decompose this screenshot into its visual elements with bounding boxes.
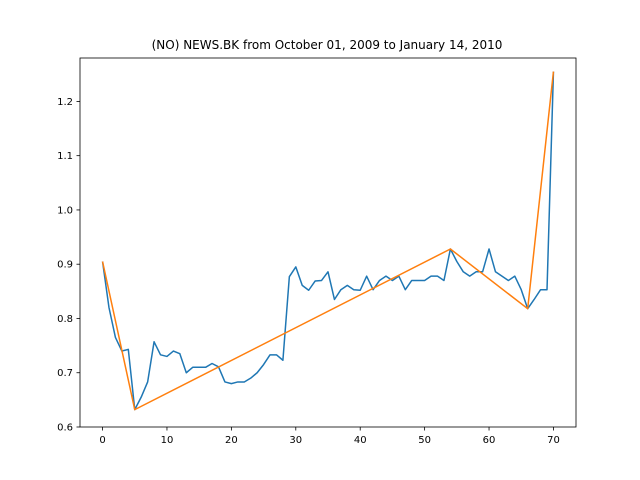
plot-area-frame: [79, 57, 577, 428]
x-tick-label: 40: [354, 435, 367, 446]
x-axis: 0 10 20 30 40 50 60 70: [99, 427, 560, 446]
x-tick-label: 20: [225, 435, 238, 446]
series-line-1: [101, 71, 555, 411]
y-axis: 0.6 0.7 0.8 0.9 1.0 1.1 1.2: [57, 97, 80, 434]
y-tick-label: 0.7: [57, 368, 73, 379]
x-tick-label: 10: [161, 435, 174, 446]
chart-title: (NO) NEWS.BK from October 01, 2009 to Ja…: [152, 38, 503, 52]
y-tick-label: 1.1: [57, 151, 73, 162]
x-tick-label: 0: [99, 435, 105, 446]
series-line-0: [101, 71, 555, 411]
y-tick-label: 0.9: [57, 260, 73, 271]
y-tick-label: 0.8: [57, 314, 73, 325]
x-tick-label: 60: [483, 435, 496, 446]
x-tick-label: 70: [547, 435, 560, 446]
series-layer: [101, 71, 555, 411]
y-tick-label: 1.0: [57, 205, 73, 216]
y-tick-label: 1.2: [57, 97, 73, 108]
y-tick-label: 0.6: [57, 423, 73, 434]
x-tick-label: 50: [418, 435, 431, 446]
x-tick-label: 30: [289, 435, 302, 446]
